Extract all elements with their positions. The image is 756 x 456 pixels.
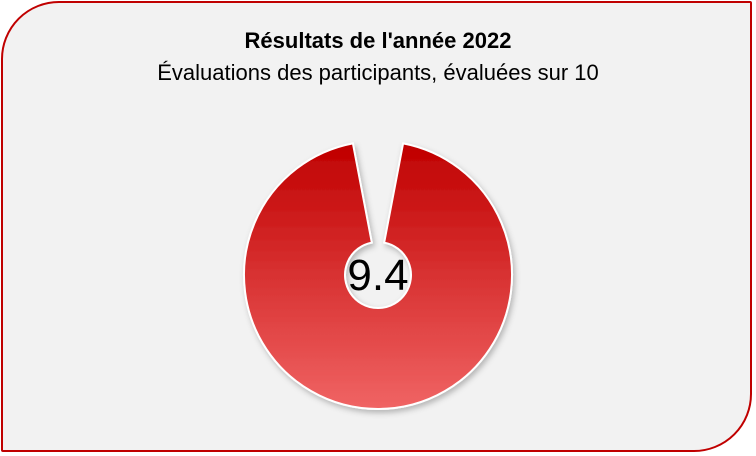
chart-subtitle: Évaluations des participants, évaluées s… <box>157 60 599 85</box>
chart-title: Résultats de l'année 2022 <box>244 28 512 53</box>
center-value-label: 9.4 <box>347 251 408 300</box>
score-slice <box>243 142 513 410</box>
